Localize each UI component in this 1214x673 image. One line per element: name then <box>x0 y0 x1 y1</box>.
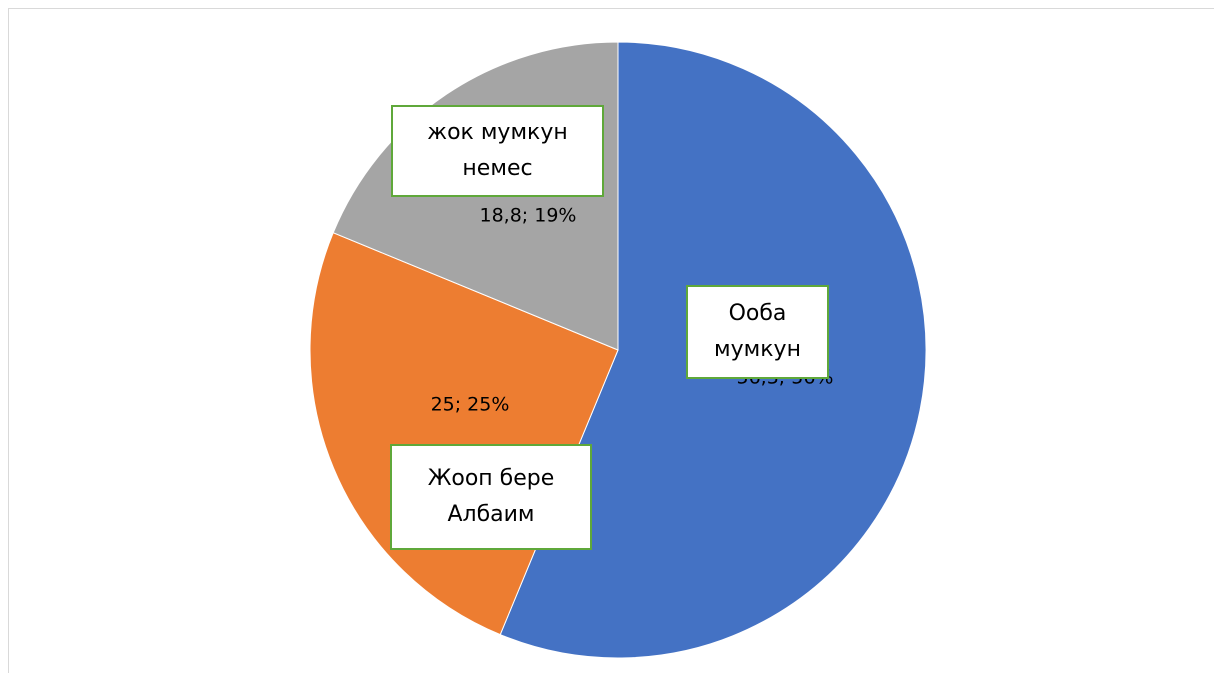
category-label: Ооба мумкун <box>686 285 829 379</box>
category-label: Жооп бере Албаим <box>390 444 592 550</box>
frame <box>8 8 1214 673</box>
category-label: жок мумкун немес <box>391 105 604 197</box>
data-label: 18,8; 19% <box>480 205 577 227</box>
data-label: 25; 25% <box>431 394 510 416</box>
